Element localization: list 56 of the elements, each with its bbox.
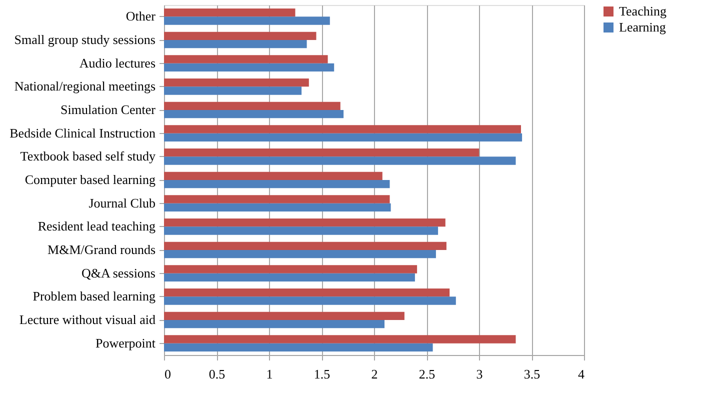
bar bbox=[164, 86, 302, 95]
bar bbox=[164, 78, 309, 87]
y-tick-label: Resident lead teaching bbox=[38, 218, 156, 234]
x-tick-label: 0.5 bbox=[208, 366, 226, 382]
bar bbox=[164, 55, 328, 64]
y-tick-label: M&M/Grand rounds bbox=[48, 242, 156, 257]
bar bbox=[164, 296, 456, 305]
bar bbox=[164, 148, 479, 157]
x-tick-label: 2 bbox=[371, 366, 378, 382]
bar bbox=[164, 16, 330, 25]
bar bbox=[164, 180, 390, 188]
x-tick-label: 2.5 bbox=[418, 366, 436, 382]
y-tick-label: Other bbox=[126, 8, 156, 24]
bar bbox=[164, 218, 446, 227]
y-tick-label: Lecture without visual aid bbox=[19, 312, 156, 327]
y-tick-label: Q&A sessions bbox=[81, 265, 156, 280]
y-tick-label: Problem based learning bbox=[32, 288, 156, 304]
bar bbox=[164, 226, 438, 235]
bar bbox=[164, 102, 340, 110]
bar bbox=[164, 312, 404, 320]
y-tick-label: Powerpoint bbox=[96, 335, 156, 350]
bar bbox=[164, 265, 418, 274]
x-tick-label: 1.5 bbox=[314, 366, 330, 382]
y-tick-label: Simulation Center bbox=[60, 102, 156, 117]
bar bbox=[164, 110, 344, 118]
bar bbox=[164, 242, 446, 250]
y-tick-label: Audio lectures bbox=[79, 55, 156, 70]
bar bbox=[164, 133, 522, 142]
x-tick-label: 3.5 bbox=[524, 366, 540, 382]
y-tick-label: Journal Club bbox=[88, 195, 156, 210]
bar bbox=[164, 335, 516, 344]
bar bbox=[164, 125, 521, 134]
legend-label: Teaching bbox=[619, 4, 667, 18]
bar bbox=[164, 63, 334, 72]
x-tick-label: 3 bbox=[476, 366, 483, 382]
bar bbox=[164, 40, 307, 48]
y-tick-label: National/regional meetings bbox=[14, 78, 156, 94]
x-tick-label: 4 bbox=[578, 366, 585, 382]
y-tick-label: Bedside Clinical Instruction bbox=[10, 125, 156, 140]
bar bbox=[164, 203, 391, 212]
bar bbox=[164, 195, 390, 204]
y-tick-label: Small group study sessions bbox=[14, 32, 156, 47]
bar bbox=[164, 32, 316, 40]
x-tick-label: 0 bbox=[164, 366, 171, 382]
bar bbox=[164, 288, 450, 297]
bar bbox=[164, 8, 296, 17]
bar bbox=[164, 320, 384, 328]
bar bbox=[164, 343, 433, 352]
bar bbox=[164, 156, 516, 165]
bar bbox=[164, 172, 382, 180]
bar bbox=[164, 250, 436, 258]
y-tick-label: Textbook based self study bbox=[20, 148, 156, 164]
legend-label: Learning bbox=[619, 20, 666, 34]
bar bbox=[164, 273, 415, 282]
y-tick-label: Computer based learning bbox=[24, 172, 156, 187]
x-tick-label: 1 bbox=[266, 366, 273, 382]
